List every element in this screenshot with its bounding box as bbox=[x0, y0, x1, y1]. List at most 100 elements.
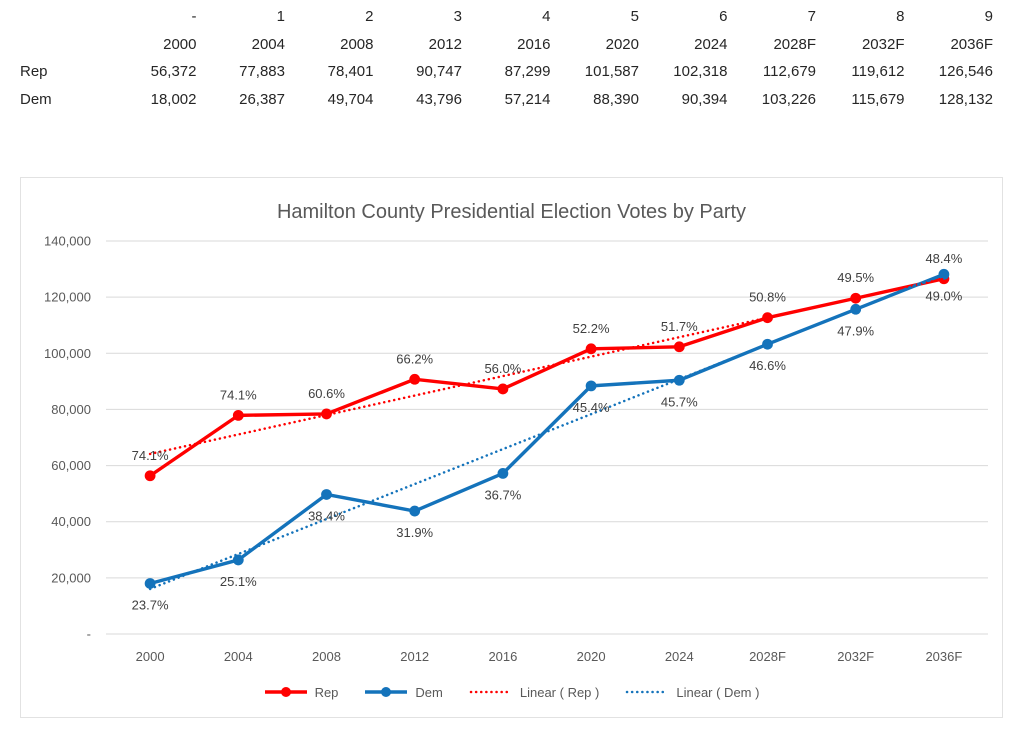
table-cell[interactable]: 126,546 bbox=[938, 63, 993, 80]
legend-item-dem[interactable]: Dem bbox=[364, 684, 443, 700]
x-tick-label: 2004 bbox=[224, 649, 253, 664]
data-labels-dem: 23.7% 25.1% 38.4% 31.9% 36.7% 45.4% 45.7% 46.6%… bbox=[132, 288, 963, 612]
table-cell[interactable]: 56,372 bbox=[150, 63, 197, 80]
x-tick-label: 2024 bbox=[665, 649, 694, 664]
table-cell[interactable]: 2016 bbox=[517, 35, 551, 53]
table-cell[interactable]: 4 bbox=[542, 8, 551, 25]
table-cell[interactable]: 128,132 bbox=[938, 90, 993, 108]
table-cell[interactable]: 49,704 bbox=[327, 90, 374, 108]
dotted-line-swatch-icon bbox=[469, 690, 513, 694]
data-point-marker bbox=[232, 554, 244, 566]
series-dem bbox=[144, 268, 950, 589]
table-cell[interactable]: 3 bbox=[453, 8, 462, 25]
x-tick-label: 2000 bbox=[136, 649, 165, 664]
data-labels-rep: 74.1% 74.1% 60.6% 66.2% 56.0% 52.2% 51.7% 50.8%… bbox=[132, 251, 963, 463]
data-label: 23.7% bbox=[132, 597, 169, 612]
data-label: 49.0% bbox=[925, 288, 962, 303]
table-cell[interactable]: 87,299 bbox=[504, 63, 551, 80]
table-cell[interactable]: 2020 bbox=[605, 35, 639, 53]
table-cell[interactable]: 2028F bbox=[773, 35, 816, 53]
table-cell[interactable]: 90,747 bbox=[416, 63, 462, 80]
table-cell[interactable]: 7 bbox=[807, 8, 816, 25]
row-label[interactable]: Rep bbox=[20, 63, 48, 80]
table-cell[interactable]: - bbox=[191, 8, 197, 25]
table-cell[interactable]: 2004 bbox=[251, 35, 285, 53]
trendline-dem bbox=[148, 273, 946, 591]
table-cell[interactable]: 6 bbox=[719, 8, 728, 25]
row-label[interactable] bbox=[20, 31, 108, 59]
table-cell[interactable]: 2 bbox=[365, 8, 374, 25]
x-tick-label: 2036F bbox=[925, 649, 962, 664]
x-tick-label: 2012 bbox=[400, 649, 429, 664]
data-point-marker bbox=[232, 409, 244, 421]
data-point-marker bbox=[497, 383, 509, 395]
chart-title: Hamilton County Presidential Election Vo… bbox=[276, 201, 747, 223]
data-label: 52.2% bbox=[573, 321, 610, 336]
data-label: 31.9% bbox=[396, 525, 433, 540]
line-marker-swatch-icon bbox=[365, 687, 408, 697]
data-label: 74.1% bbox=[220, 387, 257, 402]
table-cell[interactable]: 2012 bbox=[428, 35, 462, 53]
row-label[interactable]: Dem bbox=[20, 90, 52, 108]
table-cell[interactable]: 2008 bbox=[340, 35, 374, 53]
table-cell[interactable]: 2032F bbox=[861, 35, 905, 53]
data-label: 48.4% bbox=[925, 251, 962, 266]
row-label[interactable] bbox=[20, 3, 108, 31]
x-tick-label: 2028F bbox=[749, 649, 786, 664]
data-label: 45.7% bbox=[661, 394, 698, 409]
y-tick-label: 140,000 bbox=[44, 234, 91, 249]
data-label: 36.7% bbox=[484, 487, 521, 502]
table-cell[interactable]: 18,002 bbox=[150, 90, 197, 108]
data-label: 60.6% bbox=[308, 386, 345, 401]
table-cell[interactable]: 1 bbox=[276, 8, 285, 25]
table-cell[interactable]: 77,883 bbox=[239, 63, 285, 80]
table-cell[interactable]: 78,401 bbox=[327, 63, 374, 80]
series-line bbox=[148, 277, 946, 478]
legend-label: Dem bbox=[415, 684, 443, 700]
x-tick-label: 2032F bbox=[837, 649, 874, 664]
y-tick-label: 20,000 bbox=[51, 570, 91, 585]
data-label: 47.9% bbox=[837, 323, 874, 338]
y-axis-labels: 140,000 120,000 100,000 80,000 60,000 40,000 2… bbox=[44, 234, 91, 642]
table-cell[interactable]: 2000 bbox=[163, 35, 197, 53]
gridlines bbox=[106, 240, 988, 635]
data-point-marker bbox=[409, 373, 421, 385]
table-cell[interactable]: 119,612 bbox=[851, 63, 905, 80]
table-cell[interactable]: 26,387 bbox=[239, 90, 285, 108]
table-cell[interactable]: 112,679 bbox=[762, 63, 816, 80]
data-label: 25.1% bbox=[220, 574, 257, 589]
table-cell[interactable]: 103,226 bbox=[761, 90, 816, 108]
y-tick-label: 40,000 bbox=[51, 514, 91, 529]
data-point-marker bbox=[850, 292, 862, 304]
data-point-marker bbox=[585, 343, 597, 355]
x-axis-labels: 2000 2004 2008 2012 2016 2020 2024 2028F 2032F 20… bbox=[136, 649, 963, 664]
y-tick-label: - bbox=[87, 627, 91, 642]
x-tick-label: 2020 bbox=[577, 649, 606, 664]
data-label: 66.2% bbox=[396, 351, 433, 366]
data-label: 49.5% bbox=[837, 270, 874, 285]
legend-item-linear-rep[interactable]: Linear ( Rep ) bbox=[469, 685, 599, 700]
table-cell[interactable]: 57,214 bbox=[504, 90, 551, 108]
table-cell[interactable]: 2036F bbox=[950, 35, 993, 53]
table-cell[interactable]: 8 bbox=[896, 8, 905, 25]
table-cell[interactable]: 9 bbox=[984, 8, 993, 25]
legend-item-rep[interactable]: Rep bbox=[264, 685, 338, 700]
legend-item-linear-dem[interactable]: Linear ( Dem ) bbox=[625, 685, 759, 700]
x-tick-label: 2008 bbox=[312, 649, 341, 664]
table-cell[interactable]: 115,679 bbox=[851, 90, 905, 108]
chart[interactable]: Hamilton County Presidential Election Vo… bbox=[20, 177, 1003, 718]
y-tick-label: 60,000 bbox=[51, 458, 91, 473]
data-label: 56.0% bbox=[484, 361, 521, 376]
table-cell[interactable]: 43,796 bbox=[416, 90, 462, 108]
y-tick-label: 100,000 bbox=[44, 346, 91, 361]
data-point-marker bbox=[144, 470, 156, 482]
table-cell[interactable]: 88,390 bbox=[593, 90, 639, 108]
table-cell[interactable]: 101,587 bbox=[584, 63, 639, 80]
data-point-marker bbox=[144, 578, 156, 589]
table-cell[interactable]: 5 bbox=[630, 8, 639, 25]
trendline-rep bbox=[148, 277, 946, 456]
table-cell[interactable]: 90,394 bbox=[681, 90, 728, 108]
table-cell[interactable]: 2024 bbox=[694, 35, 728, 53]
table-cell[interactable]: 102,318 bbox=[673, 63, 728, 80]
